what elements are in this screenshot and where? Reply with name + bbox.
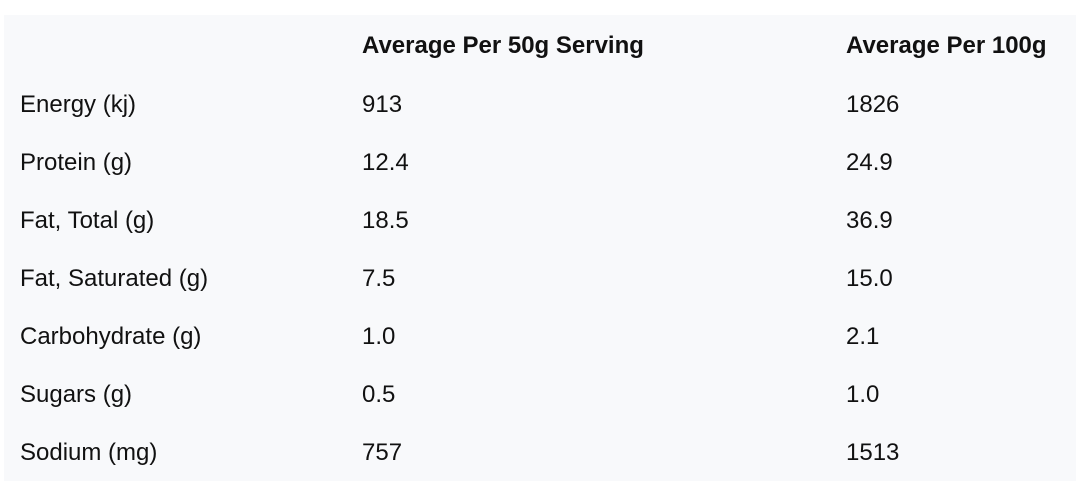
header-row: Average Per 50g Serving Average Per 100g [4,15,1076,76]
per-serving-value: 913 [362,91,403,118]
table-row: Protein (g) 12.4 24.9 [4,134,1076,192]
per-serving-value: 1.0 [362,323,396,350]
table-row: Sodium (mg) 757 1513 [4,424,1076,482]
header-per-serving: Average Per 50g Serving [362,31,644,59]
table-body: Energy (kj) 913 1826 Protein (g) 12.4 24… [4,76,1076,482]
per-100g-value: 1513 [846,439,900,466]
per-serving-value: 18.5 [362,207,409,234]
nutrient-label: Sodium (mg) [20,439,158,466]
nutrient-label: Fat, Saturated (g) [20,265,209,292]
per-serving-value: 12.4 [362,149,409,176]
nutrition-table: Average Per 50g Serving Average Per 100g… [4,15,1076,482]
nutrient-label: Fat, Total (g) [20,207,155,234]
per-100g-value: 24.9 [846,149,893,176]
per-serving-value: 0.5 [362,381,396,408]
table-row: Energy (kj) 913 1826 [4,76,1076,134]
nutrient-label: Protein (g) [20,149,133,176]
nutrition-panel: Average Per 50g Serving Average Per 100g… [4,15,1076,481]
header-empty [4,15,362,76]
per-100g-value: 2.1 [846,323,880,350]
per-serving-value: 757 [362,439,403,466]
nutrient-label: Energy (kj) [20,91,137,118]
nutrient-label: Sugars (g) [20,381,133,408]
per-100g-value: 1.0 [846,381,880,408]
per-serving-value: 7.5 [362,265,396,292]
table-row: Sugars (g) 0.5 1.0 [4,366,1076,424]
table-row: Fat, Saturated (g) 7.5 15.0 [4,250,1076,308]
table-row: Carbohydrate (g) 1.0 2.1 [4,308,1076,366]
header-per-100g: Average Per 100g [846,31,1047,59]
per-100g-value: 1826 [846,91,900,118]
table-row: Fat, Total (g) 18.5 36.9 [4,192,1076,250]
nutrient-label: Carbohydrate (g) [20,323,202,350]
per-100g-value: 36.9 [846,207,893,234]
table-header: Average Per 50g Serving Average Per 100g [4,15,1076,76]
per-100g-value: 15.0 [846,265,893,292]
